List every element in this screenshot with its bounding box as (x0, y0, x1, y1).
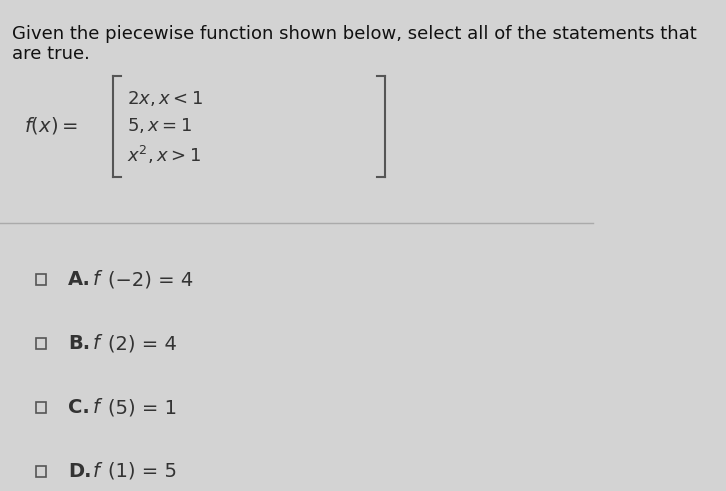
Text: $f$: $f$ (92, 462, 103, 481)
Text: (5) = 1: (5) = 1 (108, 398, 177, 417)
Bar (36, 338, 46, 349)
Text: $f$: $f$ (92, 398, 103, 417)
Bar (36, 466, 46, 477)
Text: $f$: $f$ (92, 334, 103, 353)
Text: C.: C. (68, 398, 90, 417)
Text: $f(x)=$: $f(x)=$ (24, 115, 78, 136)
Text: $f$: $f$ (92, 271, 103, 289)
Text: $x^2, x > 1$: $x^2, x > 1$ (128, 143, 202, 166)
Text: (−2) = 4: (−2) = 4 (108, 271, 194, 289)
Text: B.: B. (68, 334, 90, 353)
Text: $2x, x < 1$: $2x, x < 1$ (128, 89, 203, 108)
Bar (36, 274, 46, 285)
Text: A.: A. (68, 271, 91, 289)
Text: D.: D. (68, 462, 91, 481)
Bar (36, 402, 46, 413)
Text: $5, x = 1$: $5, x = 1$ (128, 116, 192, 135)
Text: (2) = 4: (2) = 4 (108, 334, 177, 353)
Text: (1) = 5: (1) = 5 (108, 462, 177, 481)
Text: Given the piecewise function shown below, select all of the statements that
are : Given the piecewise function shown below… (12, 25, 697, 63)
